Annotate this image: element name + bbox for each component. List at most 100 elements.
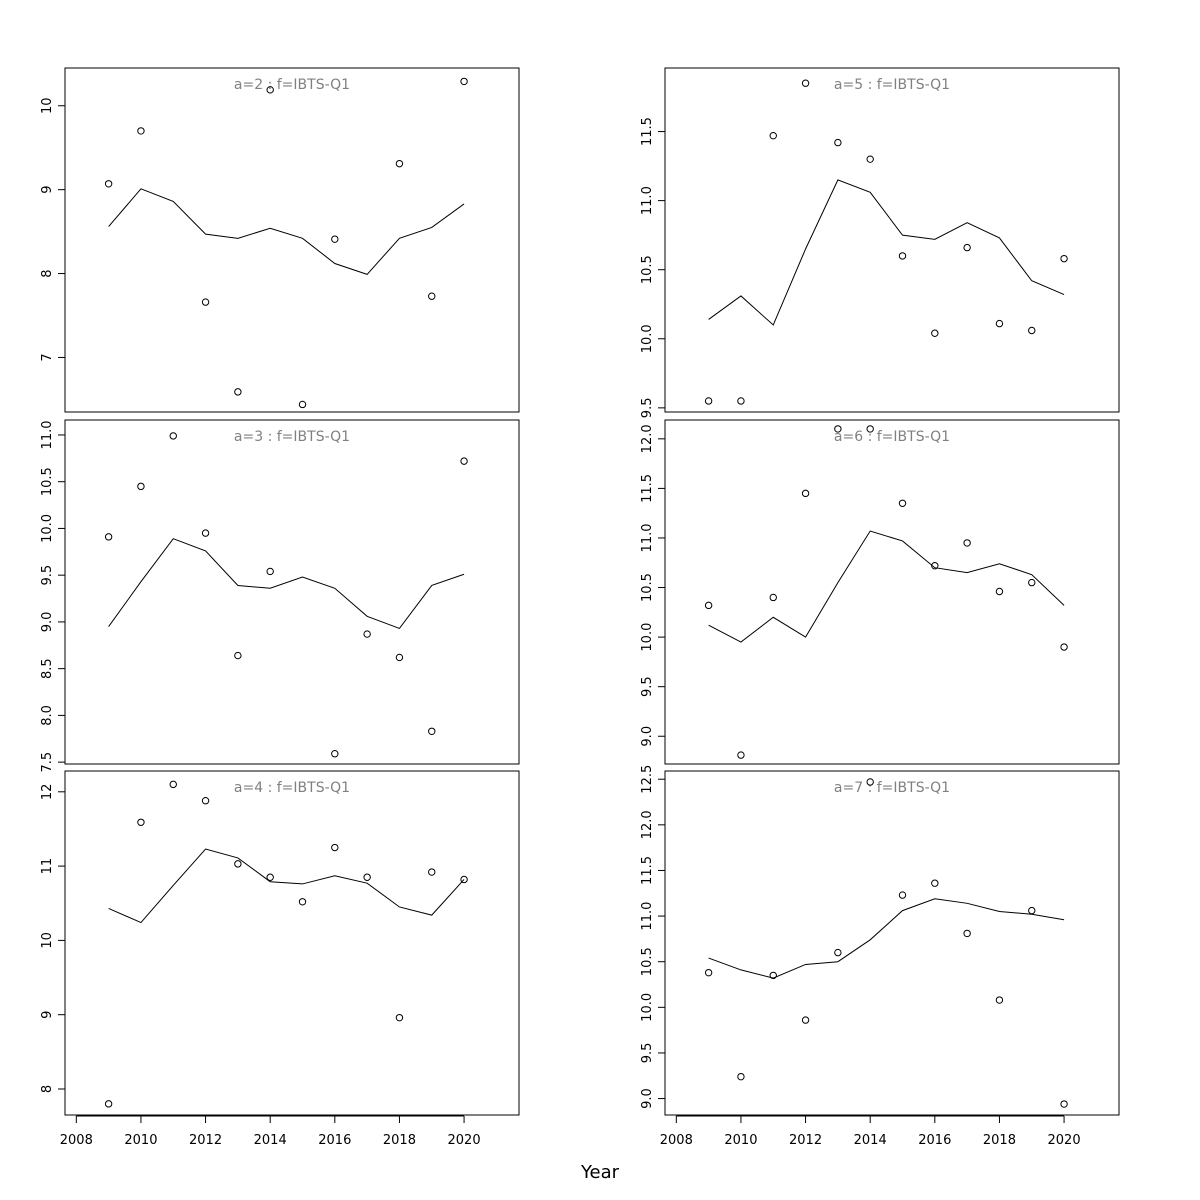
panel-title: a=3 : f=IBTS-Q1 xyxy=(234,429,350,445)
x-tick-label: 2012 xyxy=(189,1133,222,1148)
data-point xyxy=(1060,254,1068,263)
data-point xyxy=(137,482,145,491)
data-point xyxy=(995,996,1004,1004)
data-point xyxy=(898,499,907,507)
y-tick-label: 8.5 xyxy=(40,658,55,679)
data-point xyxy=(834,425,842,433)
y-tick-label: 10.5 xyxy=(640,947,655,976)
panel-title: a=5 : f=IBTS-Q1 xyxy=(834,77,950,93)
data-point xyxy=(428,868,436,876)
panel-1: 7 8 9 10 a=2 : f=IBTS-Q1 xyxy=(40,67,520,413)
data-point xyxy=(169,780,177,789)
panel-3: 8 9 10 11 12 2008 2010 2012 2014 2016 2018 2020 a=4 … xyxy=(40,770,520,1148)
data-point xyxy=(801,489,810,498)
data-point xyxy=(331,235,339,243)
y-tick-label: 10.0 xyxy=(640,623,655,652)
x-tick-label: 2016 xyxy=(318,1133,351,1148)
y-tick-label: 9.0 xyxy=(40,612,55,633)
y-tick-label: 11.0 xyxy=(640,186,655,215)
data-point xyxy=(1028,326,1036,335)
data-point xyxy=(331,843,339,852)
data-point xyxy=(428,292,436,300)
data-point xyxy=(834,138,842,147)
data-point xyxy=(104,180,113,188)
data-point xyxy=(834,948,842,957)
data-point xyxy=(395,653,404,662)
y-tick-label: 10.0 xyxy=(640,324,655,353)
data-point xyxy=(363,873,371,881)
y-tick-label: 10.0 xyxy=(640,993,655,1022)
y-tick-label: 11.5 xyxy=(640,117,655,146)
fitted-line xyxy=(708,179,1065,326)
y-tick-label: 12.0 xyxy=(640,424,655,453)
x-tick-label: 2014 xyxy=(254,1133,287,1148)
data-point xyxy=(395,1013,404,1022)
data-point xyxy=(234,651,242,660)
y-tick-label: 9.5 xyxy=(640,1043,655,1064)
data-point xyxy=(428,727,436,735)
fitted-line xyxy=(708,530,1065,643)
y-tick-label: 11.0 xyxy=(640,523,655,552)
data-point xyxy=(704,968,713,977)
data-point xyxy=(234,860,242,868)
y-tick-label: 9.5 xyxy=(40,565,55,586)
data-point xyxy=(704,601,713,610)
data-point xyxy=(1060,1100,1068,1108)
data-point xyxy=(737,751,745,759)
y-tick-label: 8 xyxy=(40,1085,55,1093)
data-point xyxy=(866,425,874,433)
data-point xyxy=(331,750,339,758)
fitted-line xyxy=(108,538,465,630)
panel-5: 9.0 9.5 10.0 10.5 11.0 11.5 12.0 a=6 : f=IBTS-Q… xyxy=(640,419,1120,765)
plot-frame xyxy=(664,770,1120,1116)
y-tick-label: 12.0 xyxy=(640,810,655,839)
data-point xyxy=(931,329,939,337)
data-point xyxy=(298,898,307,906)
data-point xyxy=(769,593,777,602)
plot-frame xyxy=(64,770,520,1116)
fitted-line xyxy=(108,188,465,275)
y-tick-label: 10.0 xyxy=(40,514,55,543)
data-point xyxy=(898,252,907,260)
data-point xyxy=(995,319,1004,328)
data-point xyxy=(266,873,274,881)
y-tick-label: 10.5 xyxy=(640,255,655,284)
data-point xyxy=(801,79,810,87)
x-tick-label: 2014 xyxy=(854,1133,887,1148)
x-tick-label: 2020 xyxy=(448,1133,481,1148)
data-point xyxy=(266,86,274,94)
y-tick-label: 7.5 xyxy=(40,752,55,773)
data-point xyxy=(234,388,242,396)
y-tick-label: 9.5 xyxy=(640,398,655,419)
data-point xyxy=(104,533,113,541)
y-tick-label: 10 xyxy=(40,97,55,114)
data-point xyxy=(201,298,210,306)
panel-4: 9.5 10.0 10.5 11.0 11.5 a=5 : f=IBTS-Q1 xyxy=(640,67,1120,419)
data-point xyxy=(1028,906,1036,915)
panel-6: 9.0 9.5 10.0 10.5 11.0 11.5 12.0 12.5 2008 2010 20… xyxy=(640,765,1120,1148)
y-tick-label: 9.0 xyxy=(640,1088,655,1109)
data-point xyxy=(769,131,777,140)
y-tick-label: 10.5 xyxy=(640,573,655,602)
plot-frame xyxy=(664,419,1120,765)
y-tick-label: 9.5 xyxy=(640,676,655,697)
data-point xyxy=(169,432,177,440)
data-point xyxy=(866,778,874,786)
x-tick-label: 2018 xyxy=(383,1133,416,1148)
data-point xyxy=(1060,643,1068,651)
data-point xyxy=(395,159,404,168)
data-point xyxy=(104,1100,113,1108)
data-point xyxy=(801,1016,810,1024)
panel-title: a=7 : f=IBTS-Q1 xyxy=(834,780,950,796)
data-point xyxy=(931,879,939,887)
data-point xyxy=(460,77,468,86)
data-point xyxy=(201,797,210,805)
data-point xyxy=(704,397,713,405)
data-point xyxy=(737,1072,745,1081)
panel-title: a=4 : f=IBTS-Q1 xyxy=(234,780,350,796)
data-point xyxy=(363,630,371,638)
y-tick-label: 11.0 xyxy=(640,902,655,931)
fitted-line xyxy=(108,848,465,924)
fitted-line xyxy=(708,898,1065,979)
x-axis-title: Year xyxy=(580,1162,620,1183)
